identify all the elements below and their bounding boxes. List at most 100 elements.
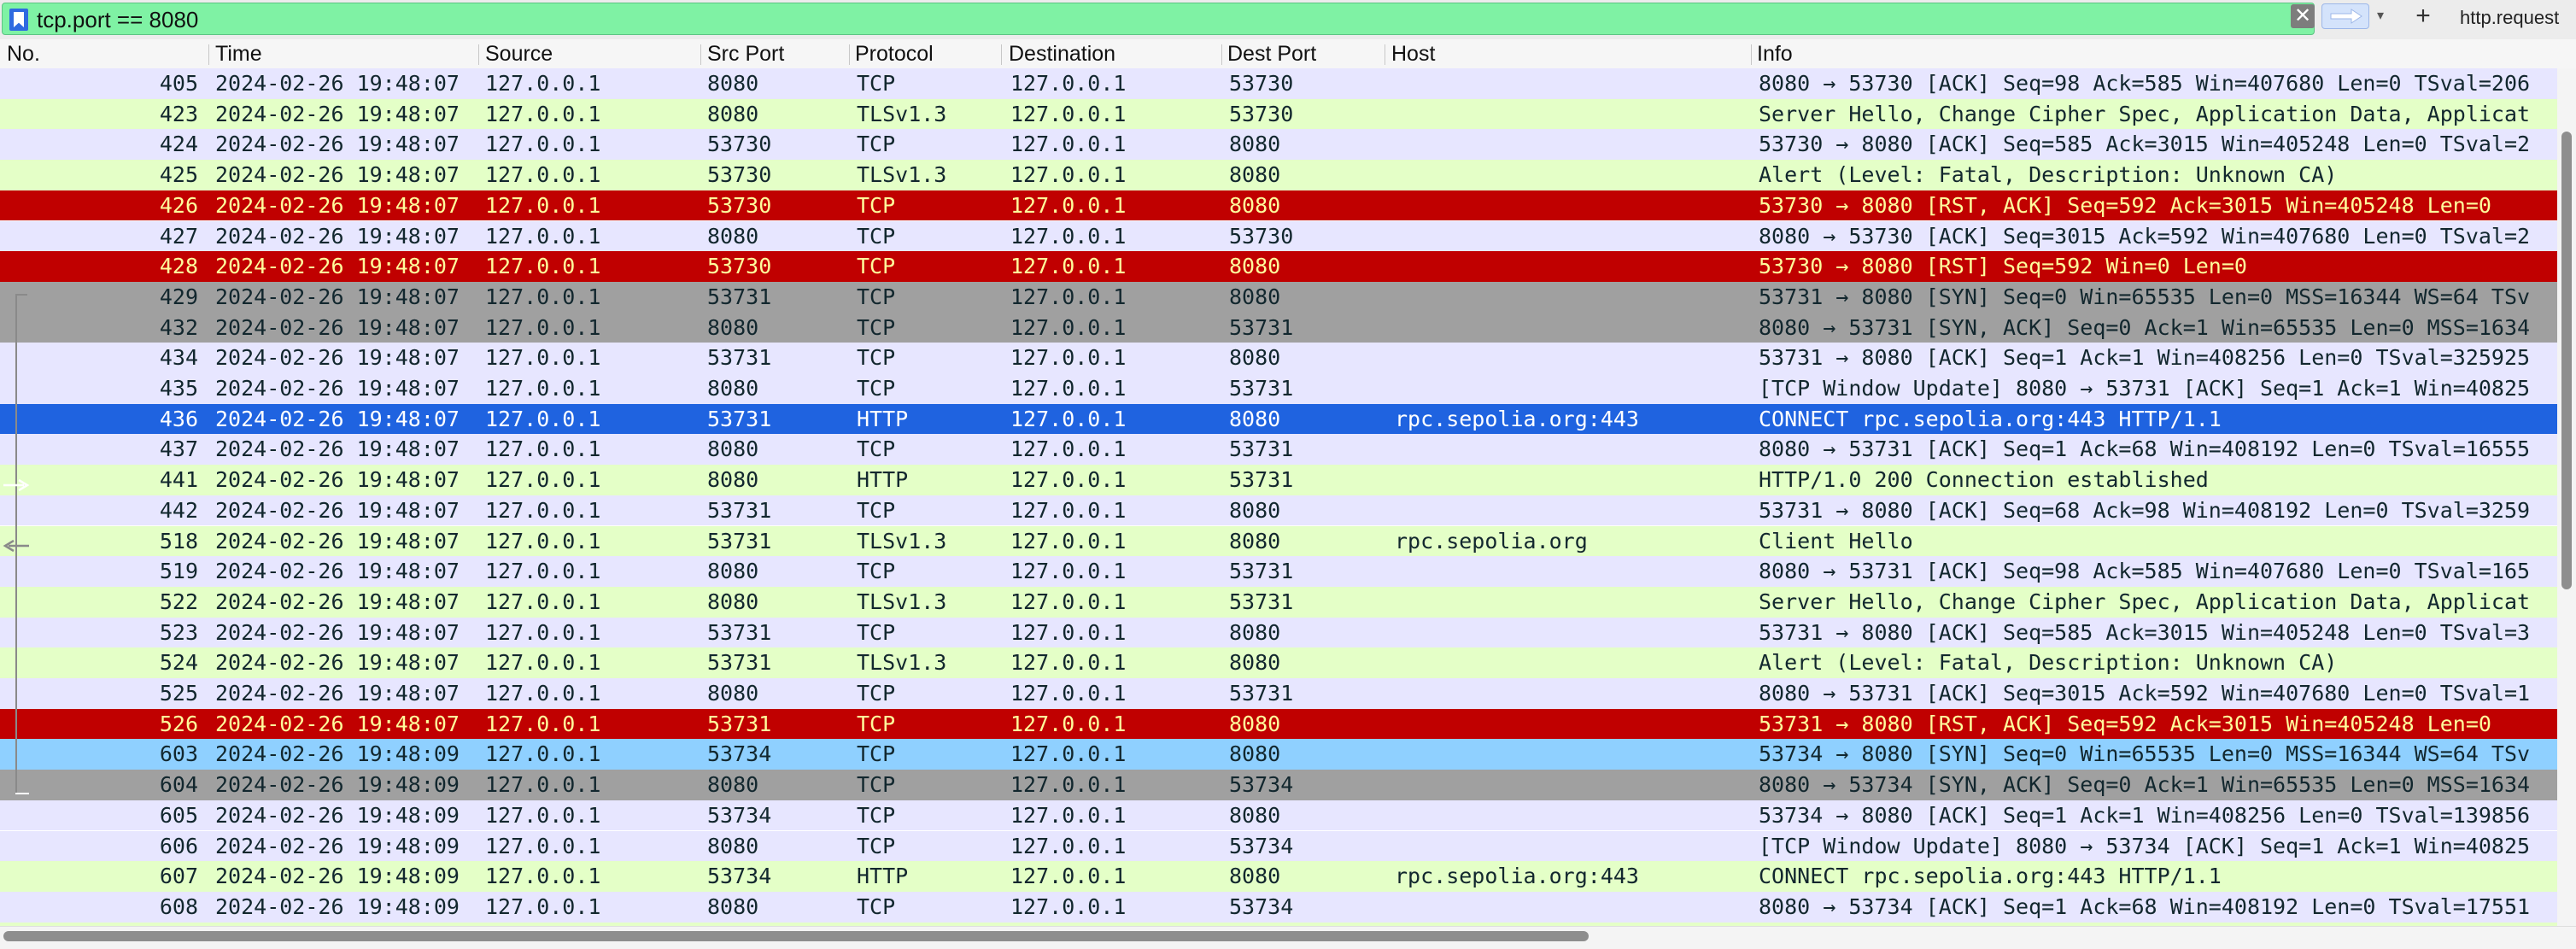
horizontal-scrollbar[interactable] xyxy=(0,926,2576,949)
column-separator[interactable] xyxy=(208,44,209,65)
packet-number: 526 xyxy=(159,711,198,736)
packet-dest-port: 8080 xyxy=(1229,528,1281,554)
packet-row[interactable]: 437 2024-02-26 19:48:07 127.0.0.1 8080 TCP 12… xyxy=(0,434,2557,466)
packet-row[interactable]: 432 2024-02-26 19:48:07 127.0.0.1 8080 TCP 12… xyxy=(0,312,2557,343)
clear-x-icon[interactable]: ✕ xyxy=(2291,4,2315,28)
packet-row[interactable]: 518 2024-02-26 19:48:07 127.0.0.1 53731 TLSv… xyxy=(0,525,2557,557)
packet-row[interactable]: 526 2024-02-26 19:48:07 127.0.0.1 53731 TCP 1… xyxy=(0,708,2557,740)
add-filter-button-plus-icon[interactable]: + xyxy=(2415,2,2431,30)
packet-row[interactable]: 519 2024-02-26 19:48:07 127.0.0.1 8080 TCP 12… xyxy=(0,556,2557,587)
packet-protocol: TCP xyxy=(857,192,896,218)
packet-row[interactable]: 441 2024-02-26 19:48:07 127.0.0.1 8080 HTTP 1… xyxy=(0,465,2557,495)
packet-row[interactable]: 523 2024-02-26 19:48:07 127.0.0.1 53731 TCP 1… xyxy=(0,617,2557,648)
packet-src-port: 53731 xyxy=(707,284,772,309)
display-filter-input[interactable]: tcp.port == 8080 xyxy=(2,3,2315,35)
packet-row[interactable]: 522 2024-02-26 19:48:07 127.0.0.1 8080 TLSv1… xyxy=(0,586,2557,618)
column-header-protocol[interactable]: Protocol xyxy=(855,42,934,66)
packet-number: 605 xyxy=(159,802,198,828)
packet-src-port: 53730 xyxy=(707,132,772,157)
bookmark-icon[interactable] xyxy=(9,9,28,31)
column-separator[interactable] xyxy=(1751,44,1752,65)
packet-row-selected[interactable]: 436 2024-02-26 19:48:07 127.0.0.1 53731 HTTP… xyxy=(0,403,2557,435)
packet-dest-port: 8080 xyxy=(1229,741,1281,767)
packet-row[interactable]: 603 2024-02-26 19:48:09 127.0.0.1 53734 TCP 1… xyxy=(0,739,2557,770)
saved-filter-button[interactable]: http.request xyxy=(2460,7,2560,28)
packet-row[interactable]: 524 2024-02-26 19:48:07 127.0.0.1 53731 TLSv… xyxy=(0,647,2557,678)
packet-protocol: TCP xyxy=(857,833,896,858)
packet-row[interactable]: 423 2024-02-26 19:48:07 127.0.0.1 8080 TLSv1… xyxy=(0,98,2557,130)
packet-number: 428 xyxy=(159,254,198,279)
packet-destination: 127.0.0.1 xyxy=(1010,223,1127,249)
packet-list[interactable]: 405 2024-02-26 19:48:07 127.0.0.1 8080 TCP 12… xyxy=(0,68,2576,933)
column-header-host[interactable]: Host xyxy=(1391,42,1436,66)
packet-protocol: TCP xyxy=(857,559,896,584)
packet-src-port: 8080 xyxy=(707,467,759,493)
column-separator[interactable] xyxy=(849,44,850,65)
packet-row[interactable]: 605 2024-02-26 19:48:09 127.0.0.1 53734 TCP 1… xyxy=(0,800,2557,831)
vertical-scrollbar-thumb[interactable] xyxy=(2561,132,2572,589)
packet-row[interactable]: 425 2024-02-26 19:48:07 127.0.0.1 53730 TLSv… xyxy=(0,160,2557,190)
packet-row[interactable]: 604 2024-02-26 19:48:09 127.0.0.1 8080 TCP 12… xyxy=(0,770,2557,800)
packet-destination: 127.0.0.1 xyxy=(1010,619,1127,645)
packet-row[interactable]: 427 2024-02-26 19:48:07 127.0.0.1 8080 TCP 12… xyxy=(0,220,2557,252)
packet-row[interactable]: 434 2024-02-26 19:48:07 127.0.0.1 53731 TCP 1… xyxy=(0,343,2557,373)
packet-row[interactable]: 424 2024-02-26 19:48:07 127.0.0.1 53730 TCP 1… xyxy=(0,129,2557,161)
column-header-info[interactable]: Info xyxy=(1757,42,1793,66)
packet-destination: 127.0.0.1 xyxy=(1010,284,1127,309)
column-header-src-port[interactable]: Src Port xyxy=(707,42,785,66)
packet-row[interactable]: 428 2024-02-26 19:48:07 127.0.0.1 53730 TCP 1… xyxy=(0,251,2557,282)
packet-src-port: 8080 xyxy=(707,833,759,858)
packet-destination: 127.0.0.1 xyxy=(1010,711,1127,736)
column-header-no[interactable]: No. xyxy=(7,42,40,66)
packet-number: 437 xyxy=(159,436,198,462)
filter-history-chevron-down-icon[interactable]: ▾ xyxy=(2376,9,2385,23)
packet-info: 8080 → 53730 [ACK] Seq=98 Ack=585 Win=40… xyxy=(1759,72,2531,96)
packet-row[interactable]: 405 2024-02-26 19:48:07 127.0.0.1 8080 TCP 12… xyxy=(0,68,2557,99)
packet-number: 441 xyxy=(159,467,198,493)
packet-number: 522 xyxy=(159,589,198,614)
packet-number: 608 xyxy=(159,893,198,919)
display-filter-toolbar: tcp.port == 8080 ✕ ▾ + http.request xyxy=(0,0,2576,40)
column-header-dest-port[interactable]: Dest Port xyxy=(1227,42,1317,66)
packet-row[interactable]: 426 2024-02-26 19:48:07 127.0.0.1 53730 TCP 1… xyxy=(0,190,2557,221)
vertical-scrollbar[interactable] xyxy=(2557,68,2576,933)
column-header-destination[interactable]: Destination xyxy=(1009,42,1116,66)
packet-src-port: 8080 xyxy=(707,893,759,919)
packet-dest-port: 53730 xyxy=(1229,101,1294,126)
packet-src-port: 8080 xyxy=(707,436,759,462)
packet-destination: 127.0.0.1 xyxy=(1010,559,1127,584)
apply-filter-button[interactable] xyxy=(2321,3,2369,29)
packet-number: 518 xyxy=(159,528,198,554)
packet-protocol: TCP xyxy=(857,619,896,645)
packet-number: 425 xyxy=(159,162,198,188)
packet-src-port: 53731 xyxy=(707,406,772,431)
column-separator[interactable] xyxy=(1221,44,1222,65)
packet-protocol: TCP xyxy=(857,345,896,371)
packet-src-port: 8080 xyxy=(707,681,759,706)
packet-time: 2024-02-26 19:48:09 xyxy=(215,741,460,767)
packet-row[interactable]: 429 2024-02-26 19:48:07 127.0.0.1 53731 TCP 1… xyxy=(0,281,2557,313)
packet-row[interactable]: 442 2024-02-26 19:48:07 127.0.0.1 53731 TCP 1… xyxy=(0,495,2557,526)
packet-dest-port: 8080 xyxy=(1229,192,1281,218)
packet-number: 429 xyxy=(159,284,198,309)
packet-info: 53730 → 8080 [RST] Seq=592 Win=0 Len=0 xyxy=(1759,255,2247,279)
column-separator[interactable] xyxy=(478,44,479,65)
packet-row[interactable]: 608 2024-02-26 19:48:09 127.0.0.1 8080 TCP 12… xyxy=(0,891,2557,923)
packet-source: 127.0.0.1 xyxy=(485,376,601,401)
packet-dest-port: 8080 xyxy=(1229,619,1281,645)
packet-row[interactable]: 606 2024-02-26 19:48:09 127.0.0.1 8080 TCP 12… xyxy=(0,830,2557,862)
packet-protocol: TCP xyxy=(857,284,896,309)
packet-source: 127.0.0.1 xyxy=(485,833,601,858)
column-header-source[interactable]: Source xyxy=(485,42,553,66)
packet-row[interactable]: 525 2024-02-26 19:48:07 127.0.0.1 8080 TCP 12… xyxy=(0,678,2557,709)
packet-row[interactable]: 435 2024-02-26 19:48:07 127.0.0.1 8080 TCP 12… xyxy=(0,373,2557,404)
column-separator[interactable] xyxy=(1001,44,1002,65)
display-filter-text[interactable]: tcp.port == 8080 xyxy=(37,7,199,32)
packet-source: 127.0.0.1 xyxy=(485,681,601,706)
packet-row[interactable]: 607 2024-02-26 19:48:09 127.0.0.1 53734 HTTP… xyxy=(0,861,2557,892)
column-separator[interactable] xyxy=(700,44,701,65)
packet-src-port: 8080 xyxy=(707,376,759,401)
packet-source: 127.0.0.1 xyxy=(485,254,601,279)
horizontal-scrollbar-thumb[interactable] xyxy=(3,931,1589,941)
column-header-time[interactable]: Time xyxy=(215,42,262,66)
